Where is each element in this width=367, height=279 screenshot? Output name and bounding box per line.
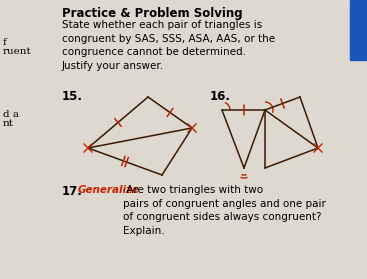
Text: 17.: 17.: [62, 185, 83, 198]
Text: Practice & Problem Solving: Practice & Problem Solving: [62, 7, 243, 20]
Text: State whether each pair of triangles is
congruent by SAS, SSS, ASA, AAS, or the
: State whether each pair of triangles is …: [62, 20, 275, 71]
Text: Generalize: Generalize: [78, 185, 140, 195]
Text: d a: d a: [3, 110, 19, 119]
Text: nt: nt: [3, 119, 14, 128]
Text: 15.: 15.: [62, 90, 83, 103]
Text: ruent: ruent: [3, 47, 32, 56]
Text: Are two triangles with two
pairs of congruent angles and one pair
of congruent s: Are two triangles with two pairs of cong…: [123, 185, 326, 236]
Text: f: f: [3, 38, 7, 47]
Bar: [350, 0, 367, 60]
Text: 16.: 16.: [210, 90, 231, 103]
